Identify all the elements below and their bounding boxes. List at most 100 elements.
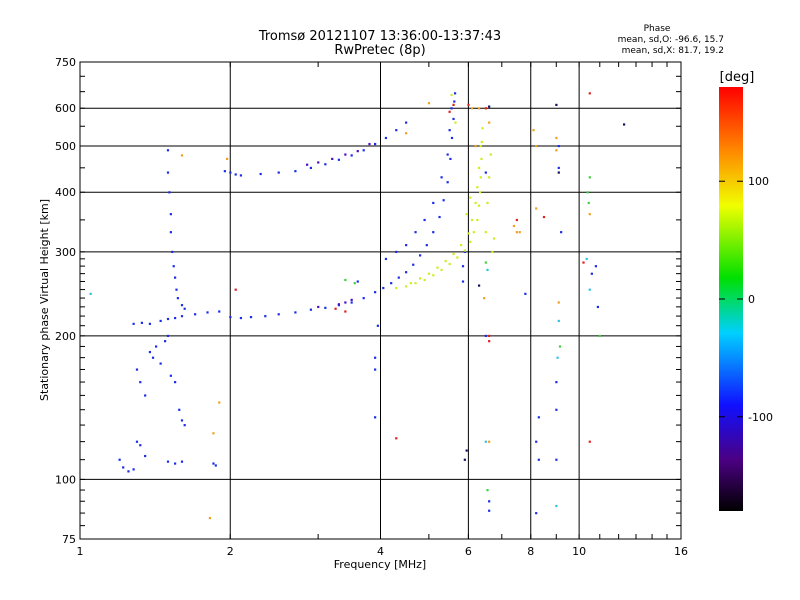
data-point xyxy=(477,166,481,170)
data-point xyxy=(384,257,388,261)
data-point xyxy=(180,419,184,422)
data-point xyxy=(427,102,431,105)
x-tick-label: 8 xyxy=(527,545,534,558)
data-point xyxy=(588,176,591,179)
data-point xyxy=(515,218,518,222)
data-point xyxy=(208,517,212,520)
data-point xyxy=(356,280,359,283)
data-point xyxy=(448,110,451,113)
data-point xyxy=(515,231,518,234)
data-point xyxy=(368,142,371,146)
data-point xyxy=(148,322,152,325)
data-point xyxy=(139,381,142,384)
data-point xyxy=(180,304,184,307)
colorbar-label: [deg] xyxy=(720,70,755,85)
data-point xyxy=(374,368,377,371)
data-point xyxy=(446,181,449,184)
data-point xyxy=(159,362,162,365)
data-point xyxy=(470,107,474,110)
data-point xyxy=(477,284,481,287)
data-point xyxy=(484,261,487,264)
data-point xyxy=(488,340,491,343)
data-point xyxy=(212,462,215,465)
data-point xyxy=(362,149,365,152)
data-point xyxy=(169,231,172,234)
data-point xyxy=(484,334,487,338)
data-point xyxy=(122,466,125,469)
x-tick-label: 2 xyxy=(227,545,234,558)
data-point xyxy=(488,334,491,338)
data-point xyxy=(350,298,353,301)
data-point xyxy=(555,408,558,411)
data-point xyxy=(374,416,377,419)
data-point xyxy=(324,306,327,309)
data-point xyxy=(558,345,562,348)
data-point xyxy=(206,311,209,314)
data-point xyxy=(139,444,142,447)
data-point xyxy=(456,256,459,259)
data-points xyxy=(89,92,626,520)
data-point xyxy=(405,285,408,288)
data-point xyxy=(557,319,560,323)
data-point xyxy=(118,458,121,461)
data-point xyxy=(173,462,177,465)
data-point xyxy=(440,176,443,179)
data-point xyxy=(309,166,312,170)
data-point xyxy=(448,262,451,266)
data-point xyxy=(479,176,482,179)
data-point xyxy=(350,154,353,157)
data-point xyxy=(622,123,626,126)
data-point xyxy=(535,144,538,148)
data-point xyxy=(218,310,221,313)
data-point xyxy=(555,103,558,107)
data-point xyxy=(229,316,232,319)
x-tick-label: 4 xyxy=(377,545,384,558)
data-point xyxy=(151,356,155,359)
data-point xyxy=(432,201,435,205)
data-point xyxy=(419,254,422,257)
data-point xyxy=(463,458,466,461)
data-point xyxy=(166,149,170,152)
data-point xyxy=(588,213,591,216)
data-point xyxy=(535,512,538,515)
data-point xyxy=(512,224,516,228)
data-point xyxy=(334,307,337,310)
data-point xyxy=(484,231,487,234)
data-point xyxy=(467,232,470,235)
y-axis-ticks: 75 100 200 300 400 500 600 750 xyxy=(55,56,681,546)
data-point xyxy=(173,381,177,384)
data-point xyxy=(225,157,229,161)
data-point xyxy=(484,440,487,443)
data-point xyxy=(223,170,226,173)
x-axis-label: Frequency [MHz] xyxy=(334,558,426,571)
data-point xyxy=(344,310,347,313)
data-point xyxy=(350,301,353,304)
data-point xyxy=(453,92,457,95)
data-point xyxy=(467,103,470,107)
phase-heading: Phase xyxy=(644,24,671,34)
data-point xyxy=(463,250,466,254)
data-point xyxy=(469,196,472,199)
data-point xyxy=(344,278,347,282)
data-point xyxy=(488,105,491,108)
data-point xyxy=(438,215,441,219)
data-point xyxy=(477,107,481,110)
y-tick-label: 600 xyxy=(55,102,76,115)
data-point xyxy=(180,154,184,157)
data-point xyxy=(486,201,489,205)
data-point xyxy=(454,121,457,124)
data-point xyxy=(168,191,171,194)
data-point xyxy=(135,440,139,443)
data-point xyxy=(405,244,408,247)
data-point xyxy=(89,292,92,295)
data-point xyxy=(444,259,447,263)
data-point xyxy=(362,297,365,300)
data-point xyxy=(169,374,172,377)
data-point xyxy=(557,144,560,148)
data-point xyxy=(588,288,591,291)
y-tick-label: 200 xyxy=(55,330,76,343)
data-point xyxy=(590,272,593,275)
data-point xyxy=(488,121,491,124)
data-point xyxy=(555,458,558,461)
data-point xyxy=(178,408,181,411)
